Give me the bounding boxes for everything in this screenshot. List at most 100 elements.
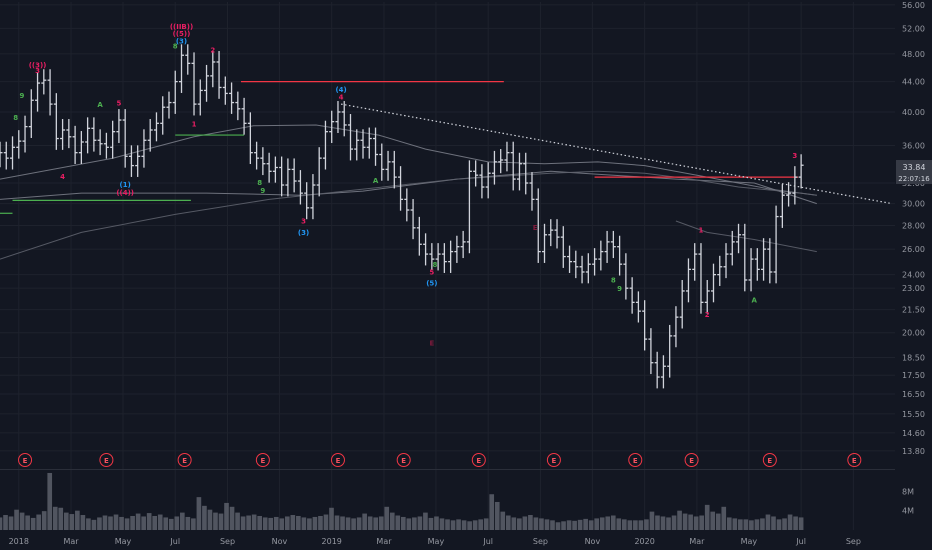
- volume-bar: [738, 519, 743, 530]
- volume-bar: [528, 515, 533, 530]
- volume-bar: [334, 515, 340, 530]
- volume-bar: [787, 514, 793, 530]
- volume-bar: [251, 514, 257, 530]
- wave-label: 3: [792, 152, 797, 160]
- volume-bar: [362, 513, 367, 530]
- volume-bar: [666, 517, 671, 530]
- ohlc-bar: [160, 96, 166, 135]
- ohlc-bar: [366, 127, 372, 159]
- ohlc-bar: [679, 280, 685, 329]
- time-tick-label: Mar: [63, 537, 79, 546]
- ohlc-bar: [592, 248, 598, 276]
- volume-bar: [157, 514, 163, 530]
- ohlc-bar: [604, 230, 610, 263]
- ohlc-bar: [241, 97, 247, 135]
- wave-label: (1): [120, 181, 131, 189]
- ohlc-bar: [91, 117, 97, 152]
- volume-bar: [483, 518, 489, 530]
- ohlc-bar: [660, 355, 666, 389]
- earnings-label: E: [552, 457, 557, 465]
- time-tick-label: Mar: [376, 537, 392, 546]
- ohlc-bar: [692, 243, 698, 281]
- volume-bar: [627, 520, 633, 530]
- volume-bar: [279, 518, 285, 530]
- earnings-marker: E: [471, 453, 486, 467]
- price-tick-label: 16.50: [902, 390, 925, 399]
- time-tick-label: Sep: [220, 537, 235, 546]
- ohlc-bar: [147, 119, 153, 152]
- volume-bar: [163, 517, 169, 530]
- volume-bar: [478, 519, 483, 530]
- volume-bar: [91, 519, 97, 530]
- time-tick-label: Jul: [795, 537, 806, 546]
- volume-bar: [224, 502, 229, 530]
- ohlc-bar: [266, 152, 272, 183]
- ohlc-bar: [510, 141, 516, 191]
- ohlc-bar: [341, 101, 347, 137]
- volume-bar: [47, 472, 53, 530]
- earnings-circle: [396, 453, 411, 467]
- volume-bar: [577, 519, 583, 530]
- wave-label: (3): [298, 229, 309, 237]
- ohlc-bar: [485, 162, 491, 199]
- ohlc-bar: [773, 205, 779, 284]
- ohlc-bar: [429, 243, 435, 271]
- volume-bar: [726, 517, 732, 530]
- ohlc-bar: [229, 82, 235, 114]
- ohlc-bar: [498, 149, 504, 174]
- volume-bar: [108, 516, 113, 530]
- ohlc-bar: [3, 141, 9, 170]
- ohlc-bar: [385, 150, 391, 181]
- ohlc-bar: [85, 117, 91, 154]
- ohlc-bar: [473, 160, 479, 187]
- price-tick-label: 48.00: [902, 50, 925, 59]
- volume-bar: [318, 515, 323, 530]
- ohlc-bar: [542, 223, 548, 263]
- volume-bar: [196, 497, 202, 530]
- volume-bar: [798, 517, 804, 530]
- price-tick-label: 15.50: [902, 410, 925, 419]
- volume-bar: [41, 511, 47, 530]
- price-axis[interactable]: 56.0052.0048.0044.0040.0036.0032.0030.00…: [902, 1, 925, 516]
- ohlc-bar: [97, 129, 103, 156]
- price-tick-label: 13.80: [902, 447, 925, 456]
- earnings-label: E: [633, 457, 638, 465]
- bar-countdown: 22:07:16: [898, 175, 930, 183]
- volume-bar: [373, 517, 379, 530]
- volume-bar: [351, 518, 356, 530]
- earnings-circle: [546, 453, 561, 467]
- ohlc-bar: [466, 160, 472, 254]
- volume-bar: [8, 516, 14, 530]
- time-axis[interactable]: 2018 Mar May Jul Sep Nov 2019 Mar May Jul Sep Nov 20…: [9, 537, 861, 546]
- volume-bar: [395, 515, 401, 530]
- ohlc-bar: [398, 166, 404, 211]
- ohlc-bar: [179, 44, 185, 93]
- volume-bar: [450, 520, 456, 530]
- ohlc-bar: [22, 115, 28, 153]
- ohlc-bar: [617, 235, 623, 276]
- wave-label: (4): [335, 86, 346, 94]
- earnings-circle: [18, 453, 33, 467]
- ohlc-bar: [322, 120, 328, 170]
- earnings-circle: [177, 453, 192, 467]
- ohlc-bar: [673, 306, 679, 348]
- volume-bar: [688, 514, 693, 530]
- wave-label: 4: [60, 173, 65, 181]
- ohlc-bar: [667, 324, 673, 378]
- volume-bar: [19, 512, 25, 530]
- time-tick-label: Sep: [846, 537, 861, 546]
- volume-bar: [312, 516, 318, 530]
- ohlc-bar: [523, 152, 529, 195]
- ohlc-bar: [329, 110, 335, 144]
- volume-tick-label: 4M: [902, 507, 914, 516]
- volume-bar: [456, 519, 461, 530]
- ohlc-bar: [216, 51, 222, 99]
- volume-bar: [191, 518, 196, 530]
- ohlc-bar: [717, 255, 723, 286]
- wave-label: E: [533, 224, 538, 232]
- ohlc-bar: [535, 188, 541, 263]
- time-tick-label: Nov: [272, 537, 288, 546]
- earnings-circle: [255, 453, 270, 467]
- ohlc-bar: [786, 182, 792, 207]
